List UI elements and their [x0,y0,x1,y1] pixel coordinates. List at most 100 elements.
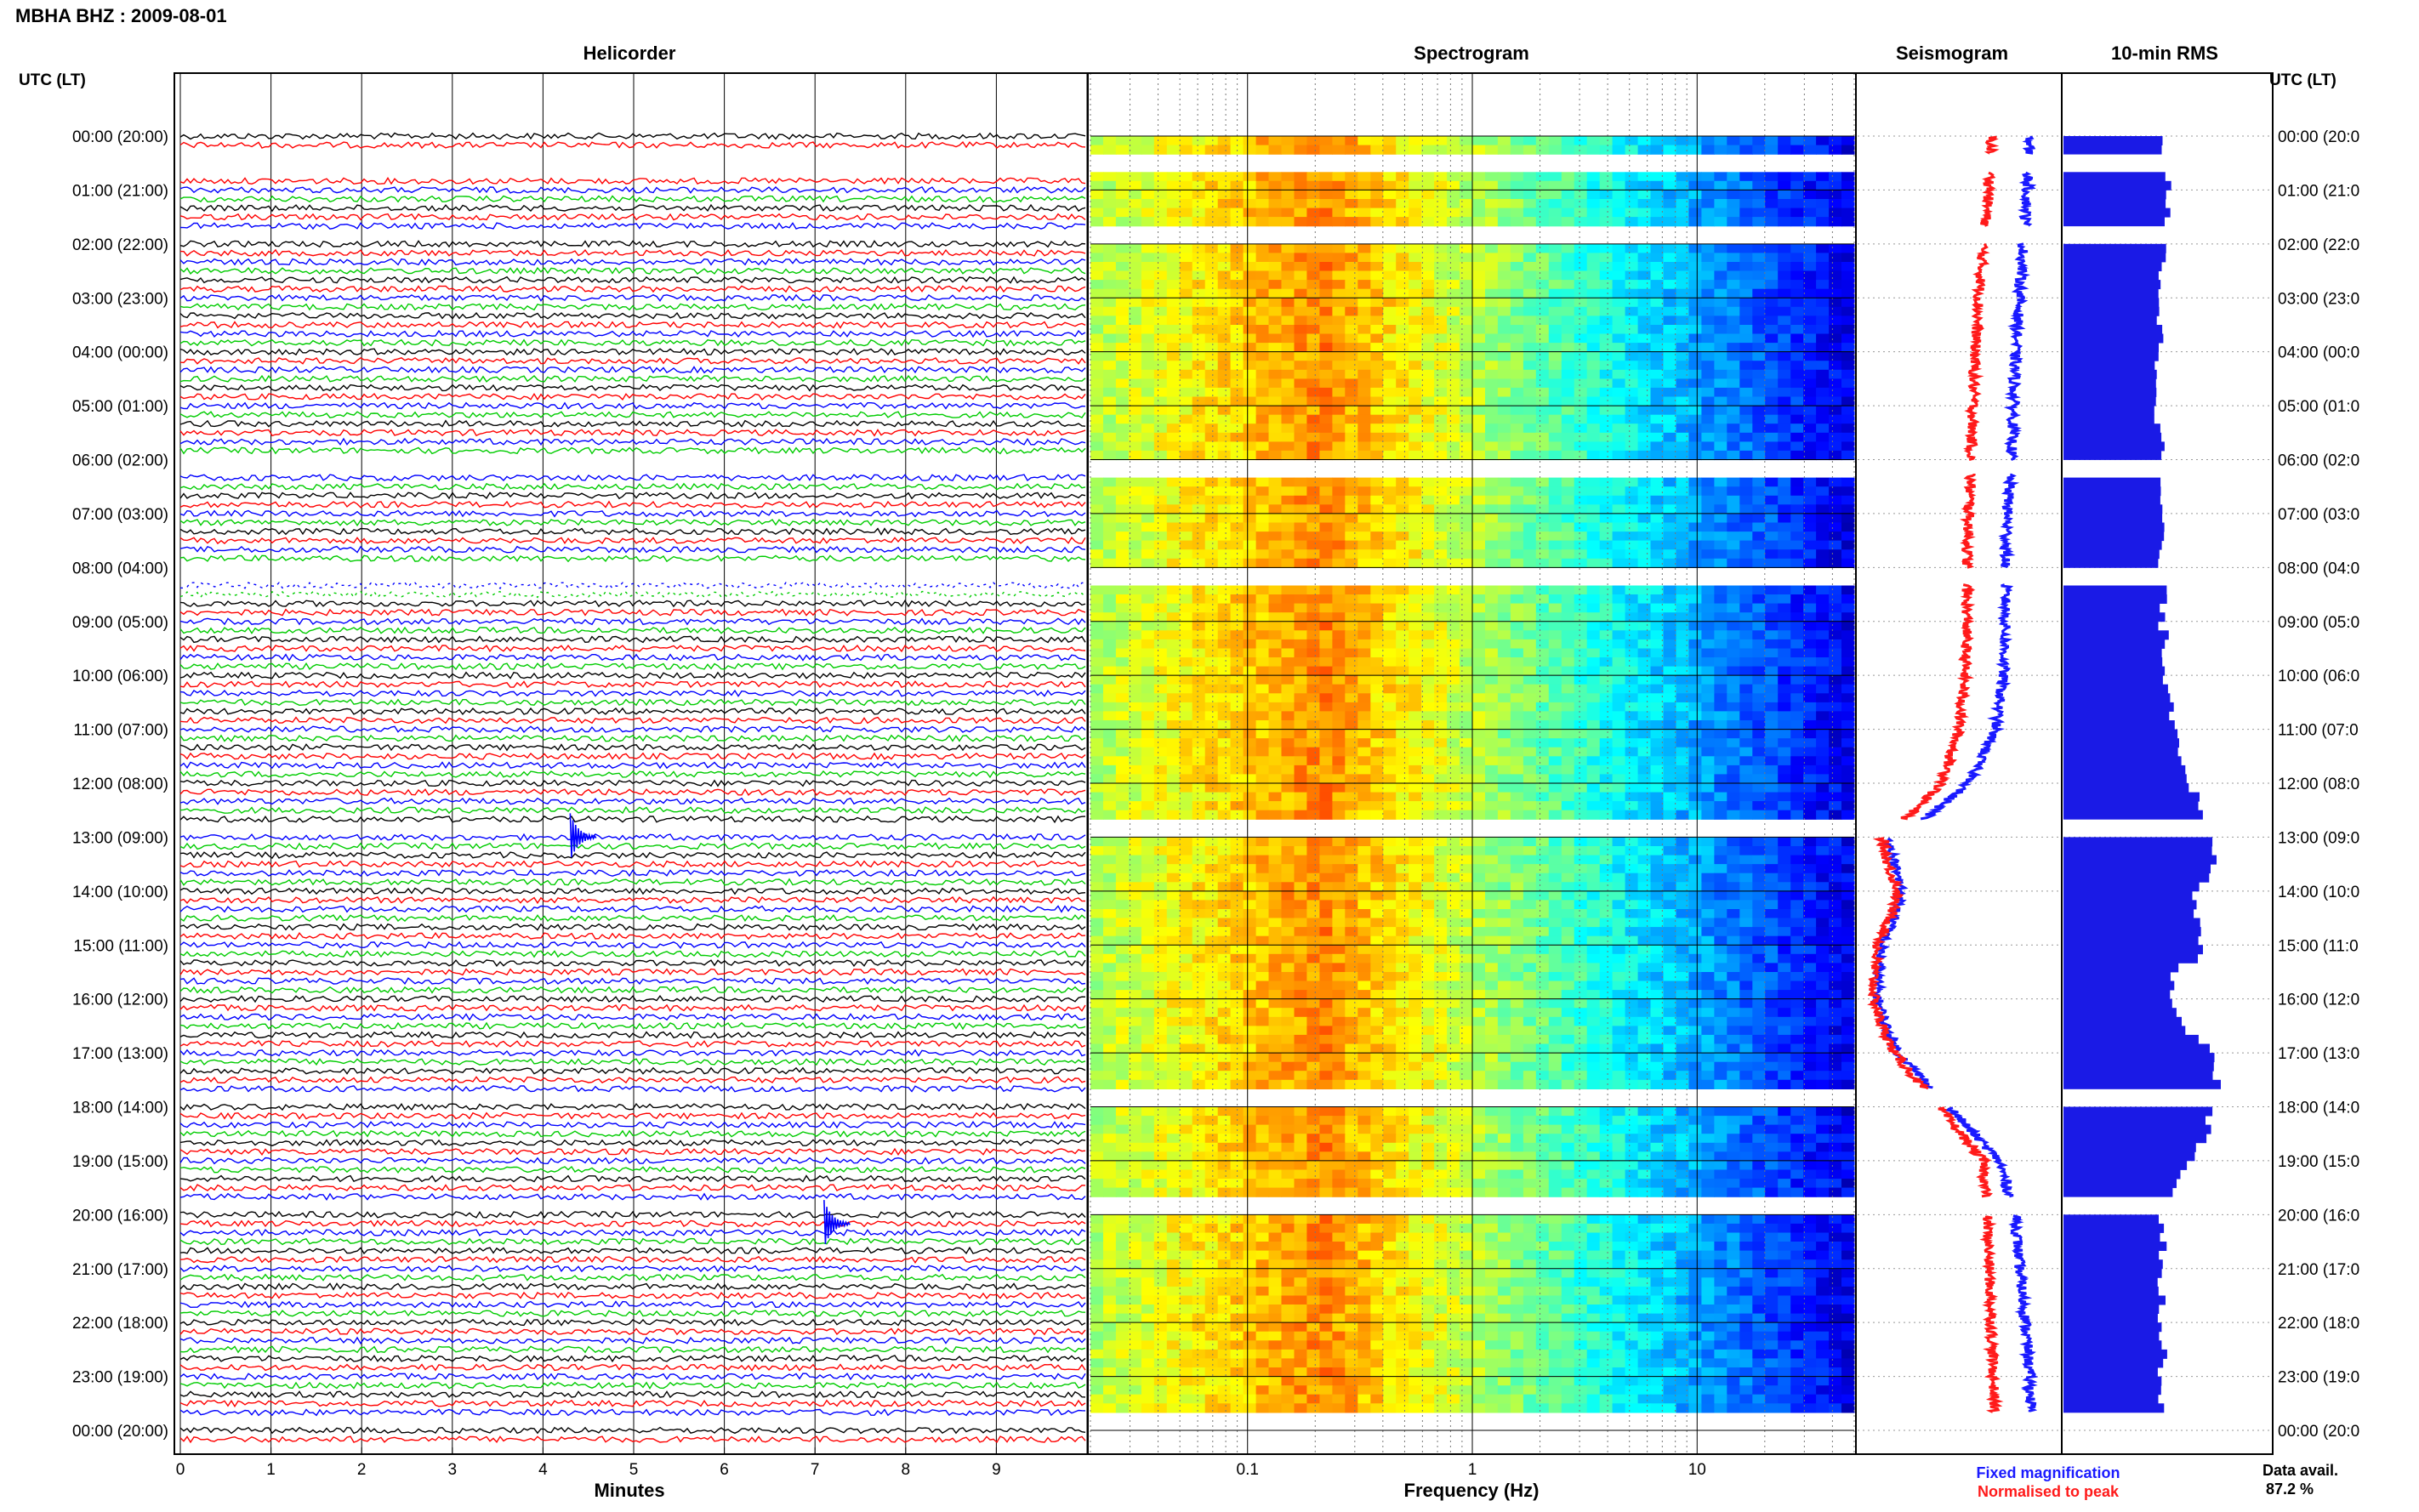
spectrogram-cell [1599,549,1614,560]
spectrogram-cell [1306,253,1320,263]
spectrogram-cell [1778,890,1791,901]
spectrogram-cell [1765,890,1779,901]
spectrogram-cell [1306,684,1320,694]
spectrogram-cell [1090,325,1104,335]
spectrogram-cell [1548,432,1562,442]
spectrogram-cell [1332,585,1346,595]
spectrogram-cell [1676,801,1690,811]
spectrogram-cell [1268,918,1283,928]
spectrogram-cell [1345,585,1358,595]
spectrogram-cell [1778,270,1791,281]
spectrogram-cell [1345,486,1358,497]
spectrogram-cell [1829,918,1842,928]
spectrogram-cell [1243,890,1257,901]
spectrogram-cell [1765,432,1779,442]
spectrogram-cell [1166,666,1181,676]
spectrogram-cell [1765,909,1779,919]
spectrogram-cell [1803,935,1817,946]
spectrogram-cell [1714,900,1727,910]
spectrogram-cell [1778,585,1791,595]
spectrogram-cell [1523,657,1537,668]
spectrogram-cell [1688,558,1702,568]
spectrogram-cell [1599,675,1614,685]
spectrogram-cell [1688,504,1702,514]
spectrogram-cell [1637,262,1652,272]
spectrogram-cell [1701,747,1715,757]
spectrogram-cell [1268,207,1283,218]
spectrogram-cell [1192,855,1206,865]
spectrogram-cell [1485,522,1499,532]
spectrogram-cell [1574,513,1588,524]
spectrogram-cell [1268,621,1283,631]
spectrogram-cell [1510,477,1524,487]
spectrogram-cell [1714,783,1727,793]
spectrogram-cell [1650,441,1665,452]
spectrogram-cell [1166,747,1181,757]
spectrogram-cell [1803,262,1817,272]
spectrogram-cell [1650,927,1665,937]
spectrogram-cell [1497,406,1511,416]
spectrogram-cell [1217,432,1232,442]
spectrogram-cell [1650,396,1665,406]
spectrogram-cell [1778,495,1791,505]
spectrogram-cell [1192,406,1206,416]
spectrogram-cell [1472,199,1486,209]
spectrogram-cell [1714,702,1727,713]
spectrogram-cell [1841,720,1855,730]
spectrogram-cell [1447,900,1460,910]
spectrogram-cell [1141,666,1155,676]
spectrogram-cell [1714,361,1727,371]
spectrogram-cell [1472,441,1486,452]
spectrogram-cell [1650,837,1665,847]
spectrogram-cell [1561,855,1575,865]
spectrogram-cell [1128,837,1142,847]
spectrogram-cell [1345,639,1358,650]
spectrogram-cell [1141,180,1155,190]
spectrogram-cell [1281,684,1295,694]
spectrogram-cell [1409,414,1422,424]
spectrogram-cell [1841,522,1855,532]
spectrogram-cell [1778,612,1791,622]
spectrogram-cell [1841,513,1855,524]
spectrogram-cell [1816,217,1830,227]
spectrogram-cell [1281,558,1295,568]
spectrogram-cell [1841,343,1855,353]
spectrogram-cell [1535,585,1550,595]
spectrogram-cell [1332,873,1346,883]
spectrogram-cell [1192,711,1206,721]
spectrogram-cell [1166,450,1181,461]
spectrogram-cell [1599,450,1614,461]
spectrogram-cell [1217,729,1232,739]
spectrogram-cell [1179,675,1193,685]
spectrogram-cell [1153,603,1168,613]
spectrogram-cell [1841,558,1855,568]
spectrogram-cell [1599,333,1614,344]
spectrogram-cell [1790,172,1804,182]
spectrogram-cell [1383,675,1397,685]
spectrogram-cell [1485,280,1499,290]
spectrogram-cell [1790,253,1804,263]
spectrogram-cell [1548,243,1562,253]
spectrogram-cell [1612,702,1626,713]
spectrogram-cell [1319,774,1333,784]
spectrogram-cell [1447,504,1460,514]
spectrogram-cell [1472,306,1486,316]
spectrogram-cell [1676,720,1690,730]
spectrogram-cell [1345,720,1358,730]
spectrogram-cell [1255,486,1270,497]
spectrogram-cell [1548,810,1562,820]
spectrogram-cell [1599,558,1614,568]
spectrogram-cell [1586,783,1601,793]
spectrogram-cell [1650,432,1665,442]
spectrogram-cell [1396,406,1409,416]
helicorder-trace [179,950,1086,958]
spectrogram-cell [1637,756,1652,766]
spectrogram-cell [1739,738,1753,748]
spectrogram-cell [1548,540,1562,550]
spectrogram-cell [1574,711,1588,721]
spectrogram-cell [1370,927,1384,937]
spectrogram-cell [1485,774,1499,784]
spectrogram-cell [1396,351,1409,361]
spectrogram-cell [1752,136,1766,146]
spectrogram-cell [1650,909,1665,919]
